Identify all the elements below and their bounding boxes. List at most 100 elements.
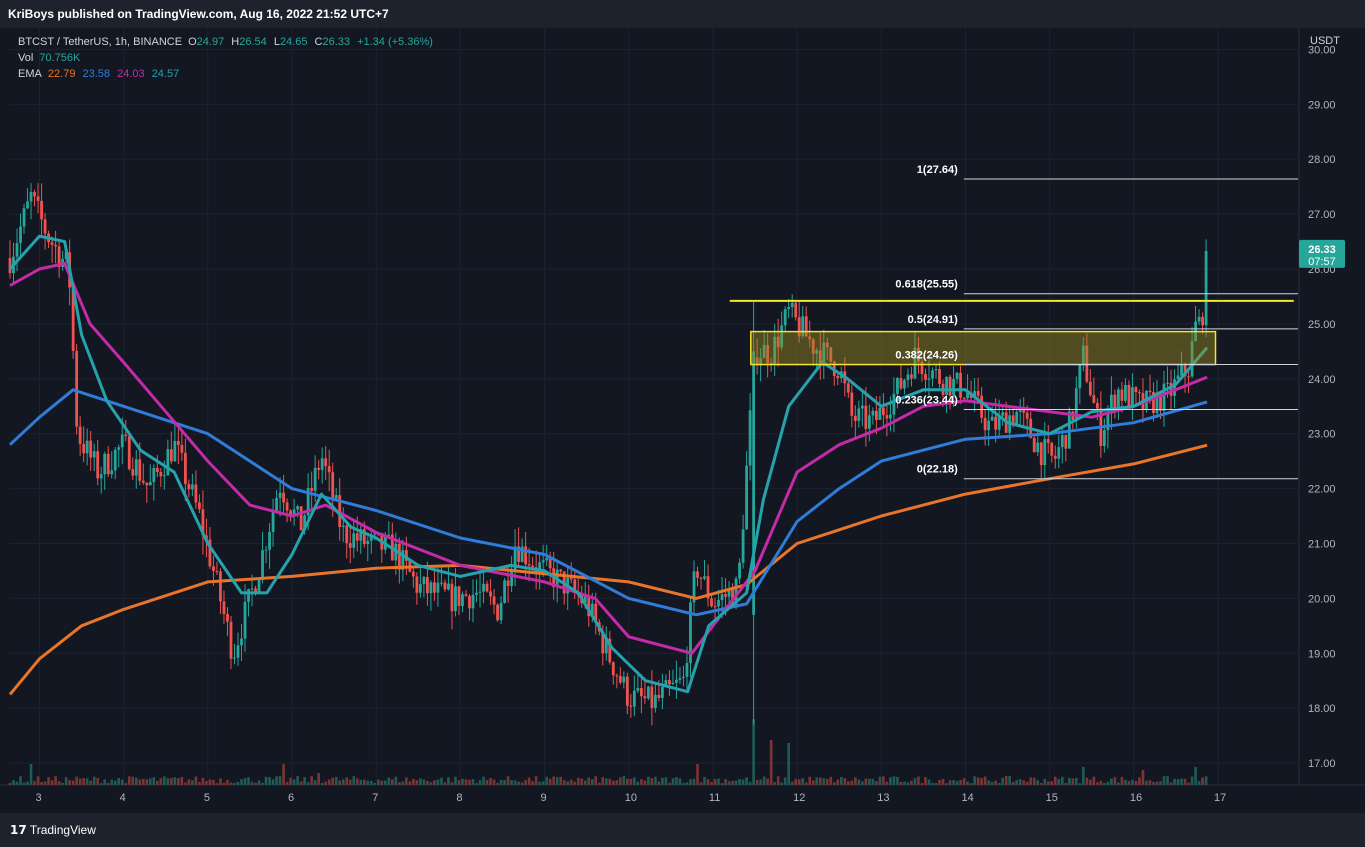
change-value: +1.34 (+5.36%): [357, 36, 433, 48]
candle-body: [345, 525, 349, 544]
y-tick-label: 19.00: [1308, 648, 1336, 660]
candle-body: [478, 591, 482, 593]
volume-bar: [962, 778, 966, 785]
volume-bar: [1089, 779, 1092, 785]
candle-body: [190, 484, 194, 490]
volume-bar: [117, 778, 121, 785]
volume-bar: [1071, 778, 1075, 785]
volume-bar: [355, 778, 359, 785]
candle-body: [71, 287, 75, 351]
price-chart[interactable]: USDT30.0029.0028.0027.0026.0025.0024.002…: [0, 28, 1365, 813]
candle-body: [1085, 345, 1089, 382]
volume-bar: [299, 781, 303, 785]
volume-bar: [61, 782, 64, 785]
y-tick-label: 20.00: [1308, 593, 1336, 605]
candle-body: [632, 690, 636, 707]
volume-bar: [815, 777, 819, 785]
candle-body: [867, 415, 871, 429]
volume-bar: [924, 777, 927, 785]
volume-bar: [661, 777, 664, 785]
volume-bar: [412, 779, 415, 785]
candle-body: [959, 372, 962, 398]
candle-body: [1018, 409, 1022, 412]
volume-bar: [664, 777, 668, 785]
volume-bar: [208, 779, 212, 785]
volume-label[interactable]: Vol: [18, 52, 34, 64]
volume-bar: [787, 743, 790, 785]
volume-bar: [1064, 783, 1068, 785]
candle-body: [1015, 411, 1019, 424]
price-scale[interactable]: [1299, 28, 1365, 813]
volume-bar: [629, 778, 633, 785]
volume-bar: [440, 777, 443, 785]
volume-bar: [1046, 781, 1050, 785]
candle-body: [885, 415, 889, 419]
x-tick-label: 17: [1214, 792, 1226, 804]
volume-bar: [594, 776, 598, 785]
ema-label[interactable]: EMA: [18, 68, 42, 80]
candle-body: [440, 582, 443, 584]
volume-bar: [138, 779, 142, 785]
volume-bar: [640, 778, 643, 785]
candle-body: [362, 529, 366, 544]
volume-bar: [1124, 779, 1127, 785]
candle-body: [671, 682, 675, 685]
candle-body: [622, 676, 626, 683]
volume-bar: [703, 776, 706, 785]
candle-body: [569, 577, 573, 580]
candle-body: [846, 383, 850, 393]
tradingview-logo-icon[interactable]: 𝟭𝟳: [10, 823, 27, 837]
candle-body: [499, 602, 503, 621]
volume-bar: [384, 780, 387, 785]
volume-bar: [1029, 777, 1033, 785]
volume-bar: [832, 782, 836, 785]
volume-bar: [633, 777, 636, 785]
volume-bar: [485, 779, 489, 785]
candle-body: [103, 453, 107, 475]
candle-body: [713, 606, 717, 608]
volume-bar: [489, 778, 492, 785]
candle-body: [1109, 394, 1113, 414]
volume-bar: [313, 780, 317, 785]
volume-bar: [1057, 778, 1061, 785]
volume-bar: [40, 782, 43, 785]
candle-body: [33, 192, 36, 197]
volume-bar: [1159, 781, 1162, 785]
volume-bar: [310, 776, 313, 785]
candle-body: [643, 696, 647, 699]
candle-body: [1036, 442, 1040, 453]
candle-body: [485, 583, 489, 592]
candle-body: [187, 483, 191, 490]
candle-body: [1011, 415, 1015, 424]
volume-bar: [541, 781, 545, 785]
candle-body: [590, 603, 594, 617]
candle-body: [790, 302, 794, 307]
support-zone-rect[interactable]: [750, 330, 1217, 366]
volume-bar: [422, 779, 426, 785]
candle-body: [990, 416, 994, 421]
candle-body: [433, 582, 436, 593]
last-price-tag: [1299, 239, 1345, 268]
candle-body: [601, 631, 605, 654]
volume-bar: [1148, 780, 1152, 785]
volume-bar: [243, 778, 247, 785]
volume-bar: [1131, 779, 1134, 785]
candle-body: [292, 509, 296, 517]
volume-bar: [717, 778, 720, 785]
volume-bar: [738, 779, 741, 785]
x-tick-label: 9: [541, 792, 547, 804]
candle-body: [934, 369, 938, 371]
volume-bar: [910, 780, 913, 785]
symbol-label[interactable]: BTCST / TetherUS, 1h, BINANCE: [18, 36, 183, 48]
volume-bar: [741, 779, 745, 785]
volume-bar: [124, 783, 128, 785]
candle-body: [661, 686, 664, 698]
chart-area[interactable]: USDT 30.00 29.00 28.00 27.00 26.00 25.00 24.00 2…: [0, 28, 1365, 813]
volume-bar: [15, 781, 19, 785]
volume-bar: [548, 778, 552, 785]
volume-bar: [496, 782, 499, 785]
candle-body: [1074, 388, 1078, 421]
volume-bar: [822, 778, 826, 785]
candle-body: [654, 694, 657, 709]
volume-bar: [931, 782, 934, 785]
